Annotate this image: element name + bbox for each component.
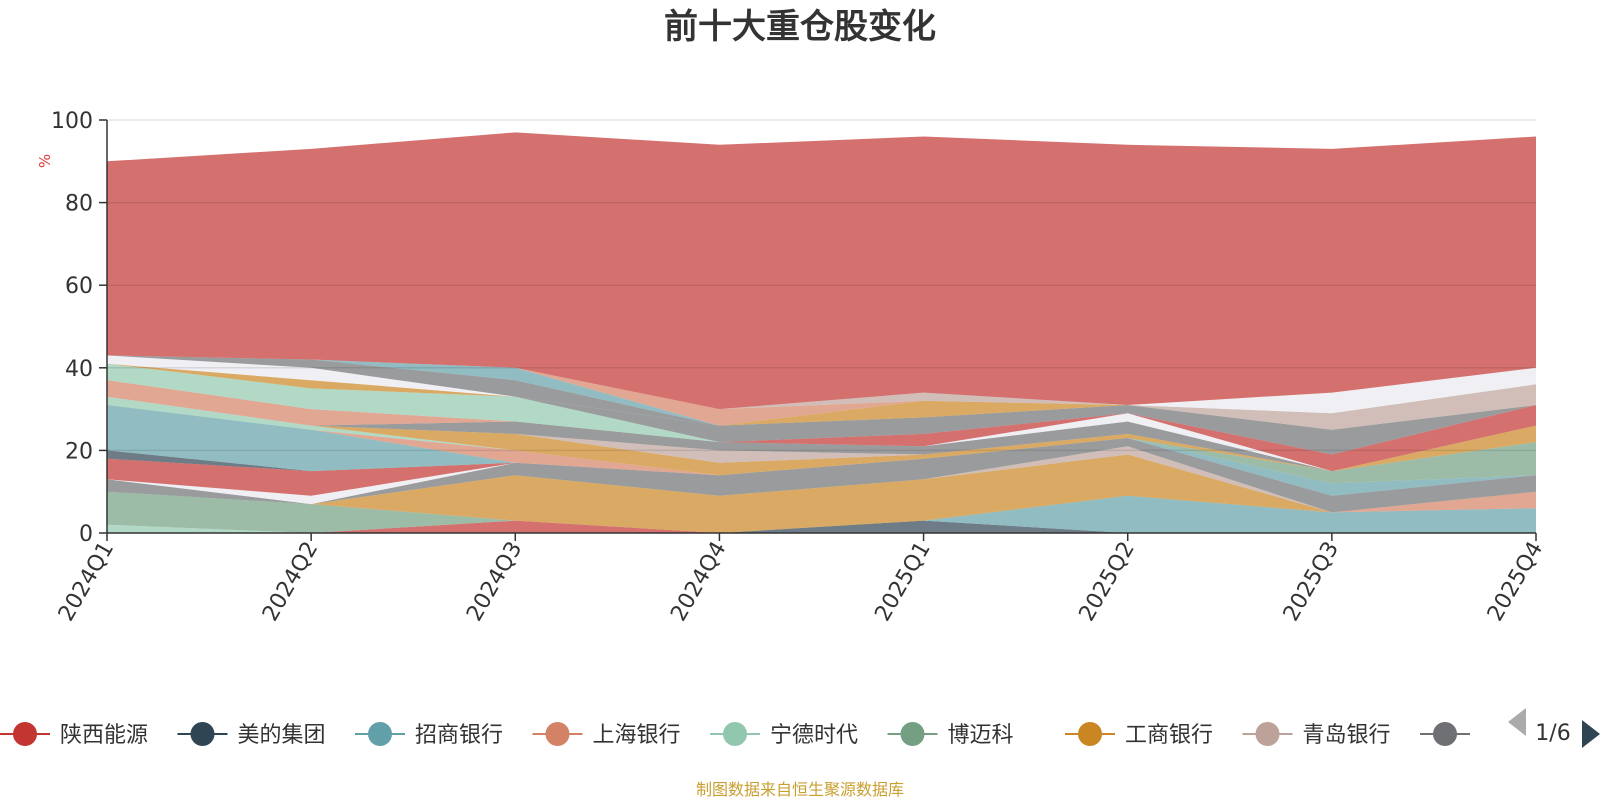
area-series-6 [107,454,1536,533]
gridlines [107,119,1536,452]
x-tick-label-3: 2024Q4 [666,538,731,626]
legend-label-5: 博迈科 [948,723,1014,748]
area-series-23 [107,363,1536,455]
legend-label-7: 青岛银行 [1303,723,1391,748]
legend-page-indicator: 1/6 [1535,721,1570,746]
legend-marker-8 [1433,722,1457,746]
legend-marker-4 [723,722,747,746]
area-series-12 [107,405,1536,496]
legend-item-5[interactable]: 博迈科 [887,722,1014,748]
y-tick-label-5: 100 [51,109,93,134]
legend-pager: 1/6 [1508,708,1600,748]
legend-marker-2 [368,722,392,746]
legend-item-8[interactable]: 江苏银行 [1420,722,1568,748]
y-tick-label-2: 40 [65,357,93,382]
area-series-8 [107,438,1536,513]
area-series-15 [107,396,1536,484]
x-tick-label-7: 2025Q4 [1483,538,1548,626]
legend-prev-page-icon[interactable] [1508,708,1526,736]
legend-label-4: 宁德时代 [770,723,858,748]
legend-label-1: 美的集团 [238,723,326,748]
area-series-10 [107,438,1536,496]
x-tick-label-6: 2025Q3 [1279,538,1344,626]
area-series-0 [107,520,1536,533]
source-note: 制图数据来自恒生聚源数据库 [696,780,904,799]
legend-next-page-icon[interactable] [1582,720,1600,748]
area-series-24 [107,363,1536,430]
x-tick-label-1: 2024Q2 [258,538,323,626]
legend: 陕西能源 美的集团 招商银行 上海银行 宁德时代 博迈科 工商银行 青岛银行 江苏银行 [0,722,1568,748]
area-series-31 [107,132,1536,410]
legend-item-4[interactable]: 宁德时代 [710,722,858,748]
area-series-16 [107,396,1536,476]
legend-item-7[interactable]: 青岛银行 [1242,722,1391,748]
legend-item-2[interactable]: 招商银行 [355,722,503,748]
x-tick-label-0: 2024Q1 [54,538,119,626]
legend-marker-6 [1078,722,1102,746]
legend-item-0[interactable]: 陕西能源 [0,722,148,748]
area-series-26 [107,355,1536,430]
y-axis-label: % [36,154,54,168]
area-series-7 [107,446,1536,513]
stacked-areas [107,132,1536,533]
axes [106,120,1536,534]
legend-item-1[interactable]: 美的集团 [177,722,326,748]
area-series-17 [107,396,1536,472]
y-axis-ticks: 0 20 40 60 80 100 [51,109,107,547]
y-tick-label-0: 0 [79,522,93,547]
legend-label-0: 陕西能源 [60,723,148,748]
legend-label-3: 上海银行 [593,723,681,748]
area-series-2 [107,495,1536,533]
legend-marker-0 [13,722,37,746]
legend-marker-3 [545,722,570,746]
legend-label-2: 招商银行 [415,723,503,748]
x-axis-ticks: 2024Q1 2024Q2 2024Q3 2024Q4 2025Q1 2025Q2 2025… [54,533,1548,626]
legend-label-6: 工商银行 [1125,723,1213,748]
legend-item-3[interactable]: 上海银行 [532,722,681,748]
chart-title: 前十大重仓股变化 [664,7,936,47]
x-tick-label-4: 2025Q1 [870,538,935,626]
area-series-29 [107,355,1536,430]
y-tick-label-1: 20 [65,439,93,464]
legend-marker-7 [1255,722,1280,746]
legend-marker-5 [900,722,925,746]
area-series-22 [107,363,1536,455]
area-series-5 [107,491,1536,533]
area-series-21 [107,380,1536,455]
x-tick-label-5: 2025Q2 [1075,538,1140,626]
legend-marker-1 [190,722,215,746]
x-tick-label-2: 2024Q3 [462,538,527,626]
y-tick-label-3: 60 [65,274,93,299]
y-tick-label-4: 80 [65,192,93,217]
legend-item-6[interactable]: 工商银行 [1065,722,1213,748]
area-series-27 [107,355,1536,430]
